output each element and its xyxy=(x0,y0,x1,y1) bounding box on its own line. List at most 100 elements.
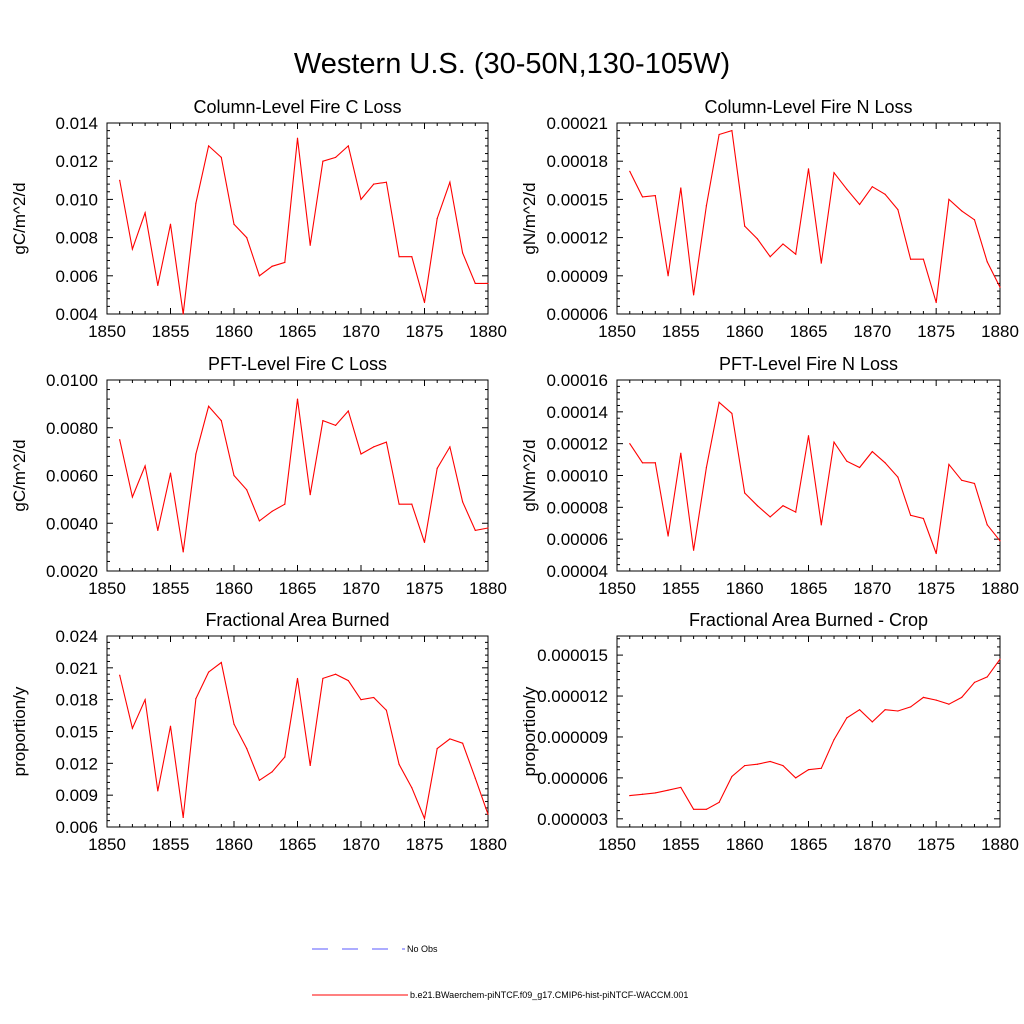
data-point xyxy=(756,763,759,765)
data-point xyxy=(271,771,273,773)
data-point xyxy=(718,801,720,804)
x-tick-label: 1880 xyxy=(469,579,507,598)
data-point xyxy=(131,496,133,498)
y-tick-label: 0.000006 xyxy=(537,769,608,788)
data-point xyxy=(756,238,759,240)
x-tick-label: 1855 xyxy=(662,322,700,341)
y-tick-label: 0.00006 xyxy=(547,305,608,324)
y-axis-label: gC/m^2/d xyxy=(10,182,29,254)
y-tick-label: 0.0040 xyxy=(46,514,98,533)
data-point xyxy=(756,505,759,507)
data-point xyxy=(744,225,746,227)
x-tick-label: 1870 xyxy=(853,835,891,854)
data-point xyxy=(335,673,337,675)
x-tick-label: 1870 xyxy=(342,579,380,598)
data-point xyxy=(258,520,260,522)
panel-title: Column-Level Fire C Loss xyxy=(193,97,401,117)
data-point xyxy=(744,765,746,767)
x-tick-label: 1865 xyxy=(790,835,828,854)
y-tick-label: 0.0100 xyxy=(46,371,98,390)
legend-label: No Obs xyxy=(407,944,438,954)
data-point xyxy=(795,511,797,513)
data-point xyxy=(157,790,159,792)
data-point xyxy=(667,535,669,537)
data-point xyxy=(436,467,438,469)
y-tick-label: 0.00012 xyxy=(547,229,608,248)
data-point xyxy=(487,813,489,815)
data-point xyxy=(961,479,963,481)
data-point xyxy=(986,676,988,678)
plot-frame xyxy=(616,635,1001,828)
y-tick-label: 0.0060 xyxy=(46,467,98,486)
plot-frame xyxy=(616,122,1001,315)
y-tick-label: 0.00006 xyxy=(547,530,608,549)
data-point xyxy=(731,130,733,132)
x-tick-label: 1870 xyxy=(342,322,380,341)
x-tick-label: 1865 xyxy=(279,579,317,598)
data-point xyxy=(220,419,222,422)
data-point xyxy=(846,717,848,719)
data-point xyxy=(986,261,988,263)
data-point xyxy=(347,410,349,412)
data-point xyxy=(246,237,248,239)
data-point xyxy=(948,703,950,705)
data-point xyxy=(833,172,835,174)
plot-frame xyxy=(106,379,489,572)
data-point xyxy=(807,769,810,771)
y-tick-label: 0.006 xyxy=(55,818,98,837)
y-tick-label: 0.00018 xyxy=(547,152,608,171)
y-tick-label: 0.00004 xyxy=(547,562,608,581)
y-tick-label: 0.00009 xyxy=(547,267,608,286)
data-point xyxy=(654,462,656,464)
data-point xyxy=(258,779,260,781)
data-point xyxy=(220,156,222,158)
data-point xyxy=(871,451,873,453)
data-point xyxy=(718,401,720,403)
data-point xyxy=(474,777,476,779)
y-tick-label: 0.000009 xyxy=(537,728,608,747)
data-line xyxy=(629,658,1001,810)
data-point xyxy=(233,723,235,725)
data-point xyxy=(436,217,438,220)
x-tick-label: 1850 xyxy=(598,322,636,341)
data-point xyxy=(309,494,311,496)
data-point xyxy=(322,677,324,680)
x-tick-label: 1880 xyxy=(981,835,1019,854)
y-tick-label: 0.024 xyxy=(55,627,98,646)
data-point xyxy=(693,549,695,551)
data-point xyxy=(487,527,489,529)
data-point xyxy=(999,286,1001,288)
data-point xyxy=(973,219,976,221)
x-tick-label: 1875 xyxy=(406,835,444,854)
data-point xyxy=(284,503,286,505)
data-point xyxy=(769,760,771,763)
data-point xyxy=(157,529,159,532)
data-point xyxy=(705,466,707,469)
x-tick-label: 1860 xyxy=(726,322,764,341)
x-tick-label: 1860 xyxy=(215,322,253,341)
data-point xyxy=(846,188,848,190)
y-tick-label: 0.000003 xyxy=(537,810,608,829)
panel-column-c-loss: Column-Level Fire C Loss gC/m^2/d 1850 1855… xyxy=(10,97,507,341)
data-point xyxy=(948,198,950,200)
panel-pft-n-loss: PFT-Level Fire N Loss gN/m^2/d 1850 1855 186… xyxy=(520,354,1019,598)
y-tick-label: 0.009 xyxy=(55,786,98,805)
panel-area-burned-crop: Fractional Area Burned - Crop proportion/… xyxy=(520,610,1019,854)
data-point xyxy=(208,405,210,407)
data-point xyxy=(973,482,976,485)
y-tick-label: 0.00016 xyxy=(547,371,608,390)
data-point xyxy=(335,424,337,426)
x-tick-label: 1875 xyxy=(917,835,955,854)
x-tick-label: 1865 xyxy=(279,835,317,854)
x-tick-label: 1870 xyxy=(853,579,891,598)
data-point xyxy=(385,441,387,443)
data-point xyxy=(411,256,413,258)
data-point xyxy=(935,552,937,555)
x-tick-label: 1855 xyxy=(662,579,700,598)
data-point xyxy=(208,145,210,147)
panel-title: PFT-Level Fire N Loss xyxy=(719,354,898,374)
y-tick-label: 0.015 xyxy=(55,723,98,742)
data-point xyxy=(258,275,260,277)
data-point xyxy=(897,710,899,712)
data-point xyxy=(487,282,489,285)
